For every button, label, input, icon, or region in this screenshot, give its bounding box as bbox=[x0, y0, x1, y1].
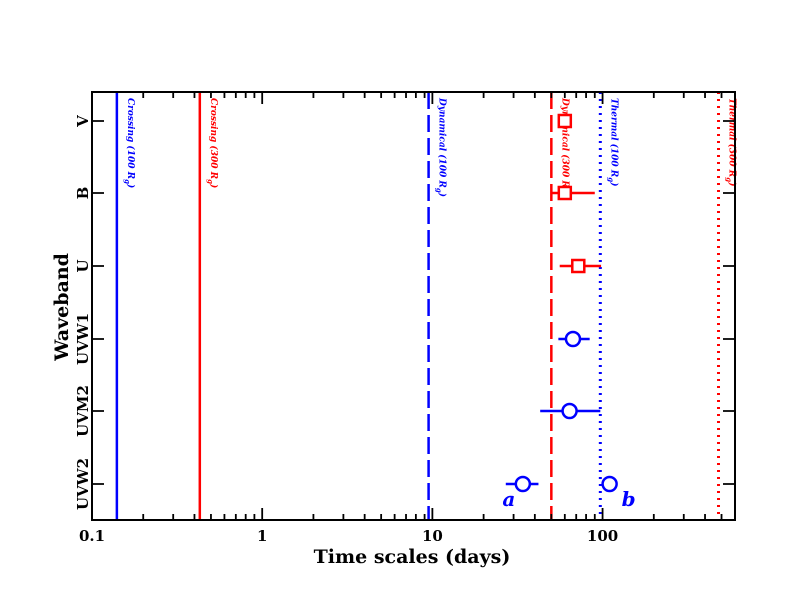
reference-lines: Crossing (100 Rg) Crossing (300 Rg) Dynami… bbox=[115, 92, 738, 520]
y-tick-label: B bbox=[74, 187, 92, 200]
data-point-circle bbox=[561, 402, 578, 420]
data-point-circle bbox=[564, 330, 582, 348]
reference-line-label: Dynamical (100 Rg) bbox=[435, 97, 448, 197]
x-ticks bbox=[91, 92, 736, 520]
data-point-circle bbox=[514, 475, 532, 493]
y-ticks bbox=[92, 120, 735, 485]
x-tick-label: 1 bbox=[257, 527, 267, 545]
y-tick-label: UVM2 bbox=[74, 385, 92, 437]
data-point-square bbox=[557, 113, 573, 129]
point-label: a bbox=[502, 487, 515, 511]
axes: 0.1 1 10 100 UVW2 UVM2 UVW1 U B V bbox=[74, 91, 736, 545]
x-tick-label: 100 bbox=[587, 527, 618, 545]
data-point-square bbox=[571, 258, 586, 274]
y-axis-title: Waveband bbox=[51, 253, 73, 362]
plot-frame bbox=[91, 91, 736, 521]
point-label: b bbox=[622, 487, 636, 511]
reference-line-label: Dynamical (300 Rg) bbox=[557, 97, 570, 197]
x-axis-title: Time scales (days) bbox=[314, 546, 511, 568]
x-tick-label: 0.1 bbox=[79, 527, 105, 545]
y-tick-label: UVW1 bbox=[74, 313, 92, 365]
x-tick-label: 10 bbox=[422, 527, 443, 545]
y-tick-label: U bbox=[74, 259, 92, 272]
reference-line-label: Thermal (100 Rg) bbox=[606, 98, 619, 186]
data-point-square bbox=[557, 185, 573, 201]
y-tick-label: V bbox=[74, 115, 92, 128]
data-point-circle bbox=[601, 475, 618, 493]
reference-line-label: Crossing (100 Rg) bbox=[123, 98, 136, 188]
y-tick-label: UVW2 bbox=[74, 458, 92, 510]
reference-line-label: Crossing (300 Rg) bbox=[206, 98, 219, 188]
